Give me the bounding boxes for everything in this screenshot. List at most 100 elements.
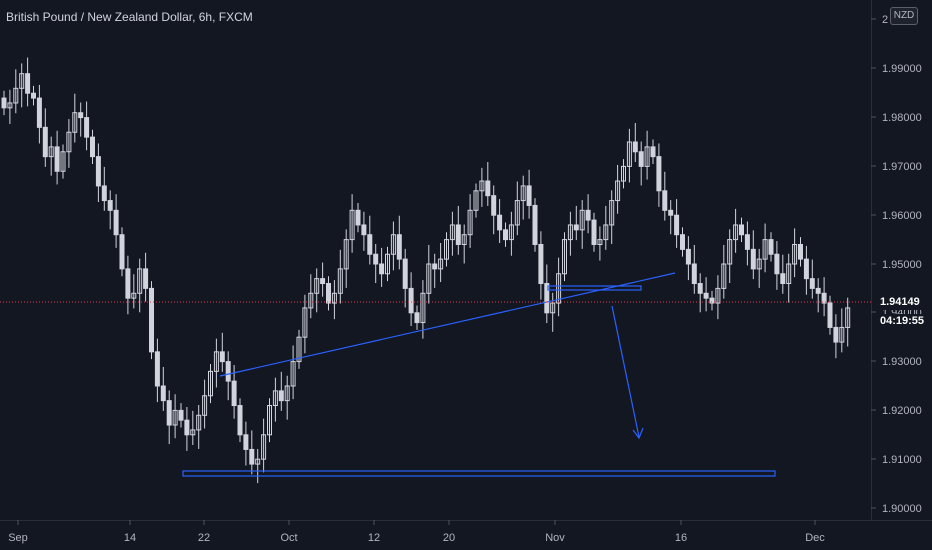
candle-body (48, 146, 54, 158)
candle-body (497, 214, 503, 231)
candle-body (715, 287, 721, 304)
candle-body (603, 224, 609, 241)
candle-body (762, 239, 768, 260)
candle-body (744, 234, 750, 250)
candle-body (538, 243, 544, 285)
candle-body (278, 390, 284, 402)
candle-body (508, 224, 514, 241)
candle-body (845, 307, 851, 328)
time-axis[interactable]: Sep 14 22 Oct 12 20 Nov 16 Dec (8, 520, 825, 544)
candle-body (827, 302, 833, 328)
candle-body (184, 419, 190, 436)
candle-body (449, 224, 455, 241)
time-tick-label: 16 (675, 532, 687, 544)
candle-body (697, 283, 703, 294)
candle-body (373, 253, 379, 265)
candle-body (19, 73, 25, 89)
candle-body (638, 151, 644, 167)
candle-body (72, 112, 78, 133)
price-tick-label: 1.97000 (882, 161, 922, 173)
candles (1, 57, 851, 484)
candle-body (821, 292, 827, 304)
price-tick-label: 1.96000 (882, 210, 922, 222)
candle-body (526, 185, 532, 206)
candle-body (272, 390, 278, 407)
currency-selector[interactable]: NZD (890, 7, 918, 25)
candle-body (674, 214, 680, 236)
candle-body (414, 312, 420, 324)
candle-body (573, 224, 579, 231)
candle-body (326, 283, 331, 304)
time-tick-label: Oct (280, 532, 297, 544)
candle-body (780, 273, 786, 285)
candle-body (290, 361, 296, 387)
candle-body (839, 326, 845, 343)
price-tick-label: 1.92000 (882, 405, 922, 417)
candle-body (503, 229, 508, 241)
resistance-zone-rectangle[interactable] (547, 285, 642, 291)
candle-body (803, 258, 809, 280)
candle-body (532, 204, 538, 245)
candle-body (685, 248, 691, 265)
candle-body (396, 234, 402, 260)
time-tick-label: Nov (545, 532, 565, 544)
candle-body (420, 292, 426, 324)
candle-body (119, 234, 125, 270)
candle-body (390, 234, 396, 255)
candle-body (84, 117, 90, 138)
candle-body (267, 405, 272, 436)
time-tick-label: 12 (368, 532, 380, 544)
candle-body (444, 239, 449, 260)
drawings[interactable] (182, 272, 776, 477)
candle-body (284, 385, 290, 402)
candle-body (491, 195, 497, 216)
candle-body (438, 258, 444, 270)
time-tick-label: 14 (124, 532, 136, 544)
candle-body (172, 409, 178, 426)
candle-body (591, 219, 597, 245)
candle-body (379, 263, 385, 275)
candle-body (739, 224, 744, 236)
candle-body (733, 224, 739, 241)
candle-body (609, 200, 615, 226)
price-axis[interactable]: 1.900001.910001.920001.930001.940001.950… (871, 14, 922, 515)
symbol-title: British Pound / New Zealand Dollar, 6h, … (6, 10, 253, 24)
projection-arrow[interactable] (611, 305, 640, 438)
current-price-label: 1.94149 (872, 295, 932, 310)
candle-body (60, 151, 66, 172)
candle-body (544, 283, 550, 314)
candle-body (331, 292, 337, 304)
candle-body (149, 287, 154, 353)
candle-body (815, 287, 821, 294)
candle-body (703, 292, 709, 299)
price-tick-label: 1.98000 (882, 112, 922, 124)
candle-body (585, 209, 591, 221)
candle-body (809, 278, 815, 289)
candle-body (261, 434, 267, 460)
price-tick-label: 1.99000 (882, 63, 922, 75)
candle-body (31, 92, 36, 99)
candle-body (36, 97, 42, 128)
trendline-drawing[interactable] (219, 272, 676, 377)
candle-body (66, 131, 72, 153)
candle-body (208, 370, 213, 397)
candle-body (190, 429, 196, 436)
candle-body (101, 185, 107, 202)
support-zone-rectangle[interactable] (182, 470, 776, 477)
candle-body (7, 102, 13, 109)
candle-body (467, 209, 473, 236)
candle-body (349, 209, 355, 241)
candle-body (567, 224, 573, 241)
candle-body (756, 258, 762, 270)
candle-body (792, 243, 798, 265)
candle-body (314, 278, 320, 294)
candle-body (709, 297, 715, 304)
price-tick-label: 1.90000 (882, 503, 922, 515)
candle-body (556, 273, 562, 304)
candle-body (798, 243, 803, 260)
candle-body (385, 253, 390, 275)
candle-body (774, 253, 780, 275)
candle-body (160, 385, 166, 402)
candle-body (644, 146, 650, 167)
